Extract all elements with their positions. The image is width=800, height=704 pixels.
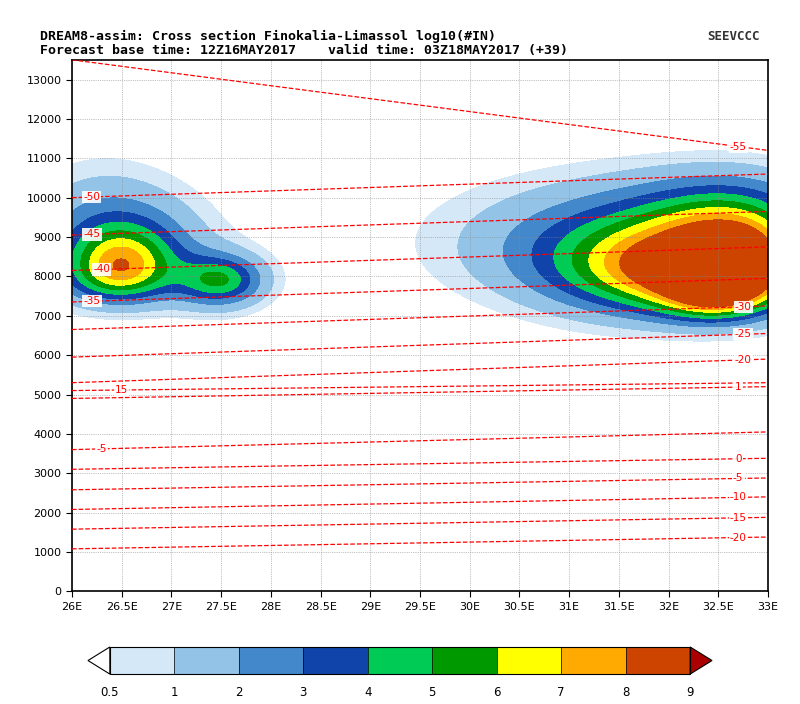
Text: 1: 1 xyxy=(170,686,178,699)
Text: -20: -20 xyxy=(730,532,746,543)
Text: -45: -45 xyxy=(83,230,100,239)
Text: -5: -5 xyxy=(97,444,107,454)
Polygon shape xyxy=(690,647,712,674)
Text: -55: -55 xyxy=(730,142,746,151)
Text: 1: 1 xyxy=(735,382,742,392)
Text: 0.5: 0.5 xyxy=(101,686,119,699)
Bar xyxy=(110,647,174,674)
Text: -50: -50 xyxy=(83,192,100,202)
Text: 15: 15 xyxy=(115,385,128,395)
Text: 4: 4 xyxy=(364,686,371,699)
Text: 6: 6 xyxy=(493,686,501,699)
Polygon shape xyxy=(88,647,110,674)
Bar xyxy=(110,647,690,674)
Text: 5: 5 xyxy=(429,686,436,699)
Text: 2: 2 xyxy=(235,686,242,699)
Text: 8: 8 xyxy=(622,686,630,699)
Bar xyxy=(303,647,368,674)
Bar xyxy=(368,647,432,674)
Bar xyxy=(562,647,626,674)
Text: -25: -25 xyxy=(734,329,752,339)
Text: 3: 3 xyxy=(299,686,307,699)
Text: -5: -5 xyxy=(733,474,743,484)
Text: -10: -10 xyxy=(730,492,746,503)
Text: -20: -20 xyxy=(734,355,751,365)
Text: 7: 7 xyxy=(558,686,565,699)
Text: DREAM8-assim: Cross section Finokalia-Limassol log10(#IN): DREAM8-assim: Cross section Finokalia-Li… xyxy=(40,30,496,43)
Text: -35: -35 xyxy=(83,296,100,306)
Bar xyxy=(432,647,497,674)
Text: 9: 9 xyxy=(686,686,694,699)
Text: -30: -30 xyxy=(734,302,751,312)
Text: -15: -15 xyxy=(730,513,746,523)
Text: 0: 0 xyxy=(735,454,742,464)
Bar xyxy=(626,647,690,674)
Text: SEEVCCC: SEEVCCC xyxy=(707,30,760,42)
Text: Forecast base time: 12Z16MAY2017    valid time: 03Z18MAY2017 (+39): Forecast base time: 12Z16MAY2017 valid t… xyxy=(40,44,568,56)
Bar xyxy=(174,647,239,674)
Text: -40: -40 xyxy=(94,265,110,275)
Bar xyxy=(239,647,303,674)
Bar xyxy=(497,647,562,674)
